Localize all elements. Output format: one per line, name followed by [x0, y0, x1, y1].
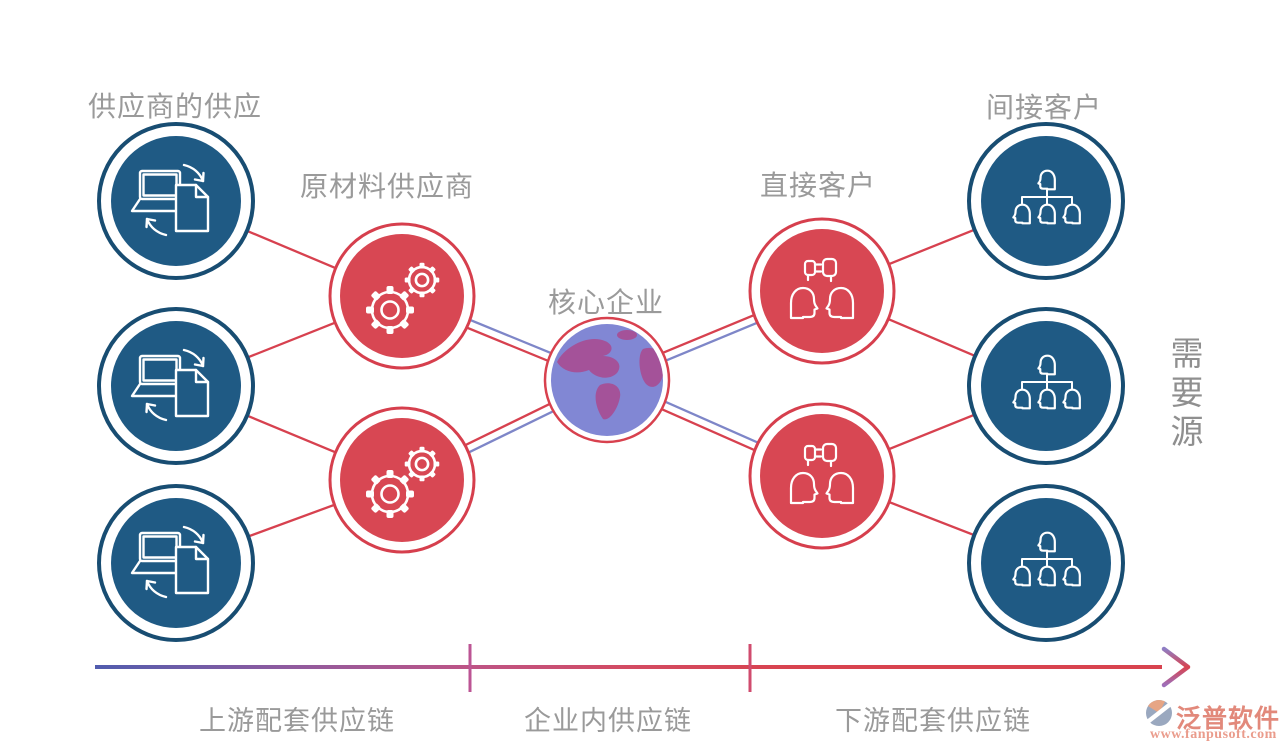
fanpu-logo-icon	[1145, 700, 1173, 726]
direct-customer-label: 直接客户	[760, 170, 877, 201]
demand-source-label: 需要源	[1166, 336, 1203, 453]
indirect-customer-label: 间接客户	[986, 92, 1103, 123]
indirect-customer-node	[967, 484, 1125, 642]
supplier-node	[97, 307, 255, 465]
axis-label-upstream: 上游配套供应链	[199, 706, 395, 736]
indirect-customer-node	[967, 307, 1125, 465]
supplier-node	[97, 122, 255, 280]
axis-label-internal: 企业内供应链	[524, 706, 692, 736]
raw-material-supplier-label: 原材料供应商	[300, 171, 475, 202]
globe-icon	[557, 330, 663, 420]
direct-customer-node	[748, 217, 896, 365]
raw-material-node	[328, 406, 476, 554]
supplier-supply-label: 供应商的供应	[88, 91, 263, 122]
watermark-brand: 泛普软件	[1176, 705, 1280, 733]
direct-customer-node	[748, 402, 896, 550]
axis-arrow-icon	[1161, 646, 1191, 688]
core-enterprise-node	[543, 316, 671, 444]
watermark-url: www.fanpusoft.com	[1150, 727, 1277, 742]
axis-label-downstream: 下游配套供应链	[835, 706, 1031, 736]
timeline-axis	[95, 644, 1191, 692]
indirect-customer-node	[967, 122, 1125, 280]
core-enterprise-label: 核心企业	[548, 287, 665, 318]
supplier-node	[97, 484, 255, 642]
raw-material-node	[328, 222, 476, 370]
